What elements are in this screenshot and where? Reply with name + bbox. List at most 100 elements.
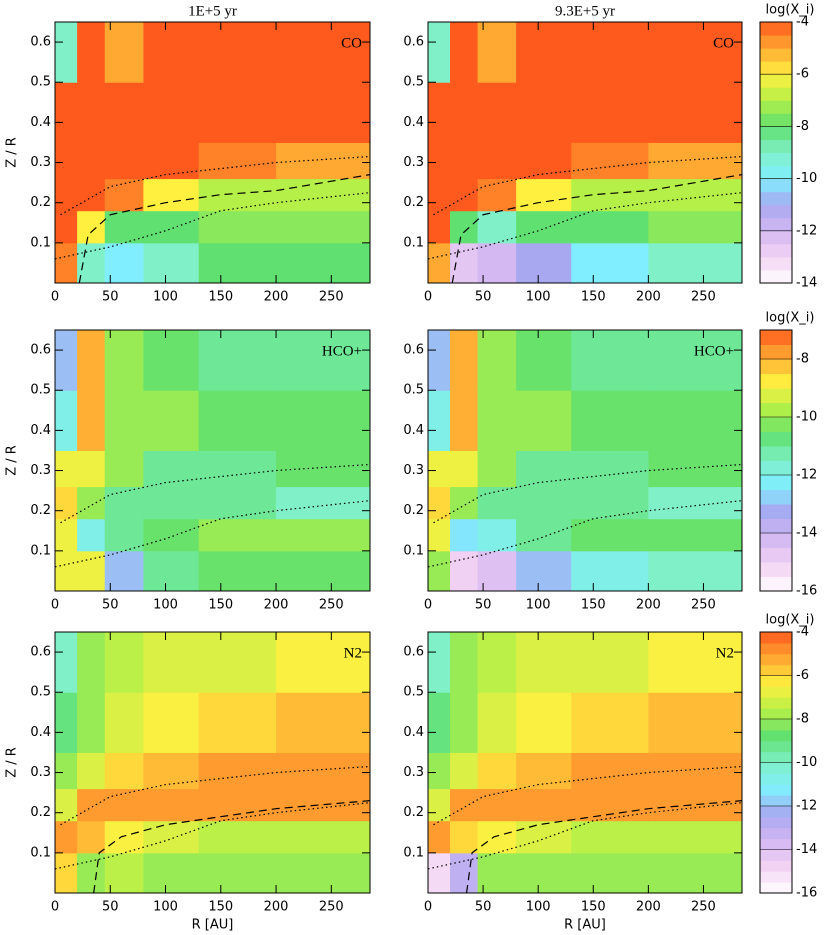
heat-cell bbox=[571, 22, 649, 83]
heat-cell bbox=[198, 852, 277, 893]
heat-cell bbox=[143, 486, 200, 520]
colorbar-label: log(X_i) bbox=[766, 613, 815, 628]
y-axis-label: Z / R bbox=[5, 137, 20, 168]
heat-cell bbox=[198, 518, 277, 552]
heat-cell bbox=[143, 550, 200, 591]
heat-cell bbox=[450, 82, 479, 143]
plot-frame bbox=[427, 631, 743, 894]
x-tick-label: 200 bbox=[636, 900, 661, 915]
heat-cell bbox=[571, 550, 649, 591]
plot-area bbox=[55, 632, 370, 893]
colorbar-tick-label: -14 bbox=[796, 276, 817, 291]
colorbar-band bbox=[760, 475, 792, 490]
panel-title: 1E+5 yr bbox=[188, 3, 237, 19]
heat-cell bbox=[648, 632, 742, 693]
y-tick-label: 0.6 bbox=[30, 35, 51, 50]
heat-cell bbox=[477, 632, 517, 693]
heat-cell bbox=[55, 550, 78, 591]
colorbar-label: log(X_i) bbox=[766, 311, 815, 326]
heat-cell bbox=[428, 142, 451, 180]
heat-cell bbox=[104, 450, 144, 488]
colorbar-band bbox=[760, 533, 792, 548]
x-tick-label: 150 bbox=[581, 900, 606, 915]
heat-cell bbox=[428, 242, 451, 283]
colorbar-band bbox=[760, 827, 792, 840]
heat-cell bbox=[477, 82, 517, 143]
heat-cell bbox=[648, 330, 742, 391]
x-tick-label: 0 bbox=[424, 598, 432, 613]
heat-cell bbox=[276, 390, 370, 451]
heat-cell bbox=[477, 390, 517, 451]
heat-cell bbox=[55, 820, 78, 854]
heat-cell bbox=[198, 820, 277, 854]
heat-cell bbox=[198, 178, 277, 212]
colorbar-tick-label: -8 bbox=[796, 352, 809, 367]
heat-cell bbox=[276, 692, 370, 753]
colorbar-band bbox=[760, 762, 792, 774]
heat-cell bbox=[428, 450, 451, 488]
heat-cell bbox=[143, 22, 200, 83]
heat-cell bbox=[104, 178, 144, 212]
y-tick-label: 0.2 bbox=[403, 195, 424, 210]
heat-cell bbox=[516, 788, 572, 822]
colorbar-band bbox=[760, 87, 792, 101]
heat-cell bbox=[516, 178, 572, 212]
heat-cell bbox=[143, 632, 200, 693]
heat-cell bbox=[450, 330, 479, 391]
colorbar-band bbox=[760, 708, 792, 720]
heat-cell bbox=[276, 330, 370, 391]
contour-line bbox=[451, 173, 742, 283]
heat-cell bbox=[104, 550, 144, 591]
x-tick-label: 100 bbox=[526, 290, 551, 305]
heat-cell bbox=[55, 486, 78, 520]
colorbar-tick-label: -12 bbox=[796, 799, 817, 814]
species-label: N2 bbox=[344, 645, 362, 661]
colorbar-band bbox=[760, 562, 792, 577]
heat-cell bbox=[428, 178, 451, 212]
panel-title: 9.3E+5 yr bbox=[555, 3, 615, 19]
x-tick-label: 0 bbox=[424, 290, 432, 305]
heat-cell bbox=[648, 390, 742, 451]
x-tick-label: 250 bbox=[691, 900, 716, 915]
colorbar-tick-label: -10 bbox=[796, 410, 817, 425]
contour-line bbox=[55, 192, 370, 260]
heat-cell bbox=[198, 632, 277, 693]
colorbar-band bbox=[760, 489, 792, 505]
heat-cell bbox=[77, 142, 106, 180]
x-tick-label: 200 bbox=[264, 900, 289, 915]
heat-cell bbox=[55, 142, 78, 180]
heat-cell bbox=[55, 178, 78, 212]
heat-cell bbox=[516, 518, 572, 552]
x-tick-label: 150 bbox=[581, 290, 606, 305]
x-tick-label: 100 bbox=[526, 900, 551, 915]
heat-cell bbox=[450, 486, 479, 520]
heat-cell bbox=[477, 550, 517, 591]
heat-cell bbox=[516, 390, 572, 451]
heat-cell bbox=[143, 82, 200, 143]
colorbar-band bbox=[760, 113, 792, 127]
heat-cell bbox=[477, 178, 517, 212]
heat-cell bbox=[450, 518, 479, 552]
colorbar-tick-label: -14 bbox=[796, 526, 817, 541]
plot-frame bbox=[54, 631, 371, 894]
heat-cell bbox=[428, 852, 451, 893]
heat-cell bbox=[648, 788, 742, 822]
y-axis-label: Z / R bbox=[5, 747, 20, 778]
colorbar-band bbox=[760, 204, 792, 219]
heat-cell bbox=[77, 692, 106, 753]
colorbar-band bbox=[760, 139, 792, 153]
heat-cell bbox=[450, 142, 479, 180]
heat-cell bbox=[428, 82, 451, 143]
heat-cell bbox=[104, 242, 144, 283]
contour-line bbox=[428, 500, 742, 568]
colorbar-tick-label: -10 bbox=[796, 171, 817, 186]
species-label: HCO+ bbox=[694, 343, 734, 359]
heat-cell bbox=[55, 82, 78, 143]
colorbar-band bbox=[760, 653, 792, 666]
plot-area bbox=[55, 330, 370, 591]
colorbar-band bbox=[760, 243, 792, 258]
heat-cell bbox=[648, 210, 742, 244]
heat-cell bbox=[143, 692, 200, 753]
heat-cell bbox=[276, 852, 370, 893]
y-tick-label: 0.5 bbox=[403, 383, 424, 398]
